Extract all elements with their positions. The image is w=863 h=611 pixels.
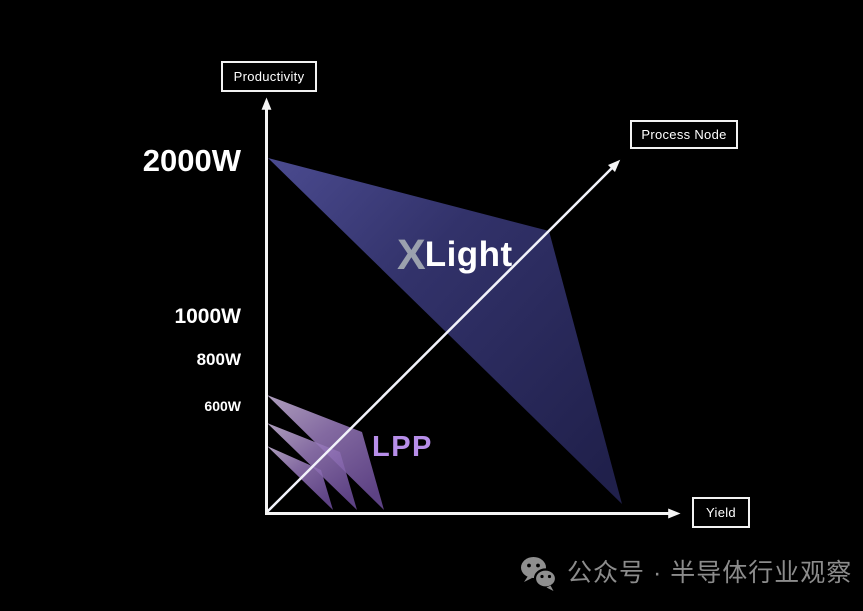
watermark-text: 公众号 · 半导体行业观察 [567, 558, 853, 587]
watermark: 公众号 · 半导体行业观察 [518, 553, 852, 593]
xlight-logo-rest: Light [424, 235, 513, 274]
x-axis-title: Yield [706, 505, 736, 520]
x-axis-title-box: Yield [692, 497, 750, 528]
xlight-logo: XLight [397, 231, 513, 277]
process-node-arrow [266, 159, 621, 513]
lpp-label: LPP [372, 431, 433, 463]
y-axis-title: Productivity [233, 69, 305, 84]
y-axis-title-box: Productivity [221, 61, 317, 92]
wechat-icon [521, 557, 558, 591]
xlight-logo-x: X [397, 231, 426, 279]
diagonal-axis-title: Process Node [641, 127, 727, 142]
diagonal-axis-title-box: Process Node [630, 120, 738, 149]
